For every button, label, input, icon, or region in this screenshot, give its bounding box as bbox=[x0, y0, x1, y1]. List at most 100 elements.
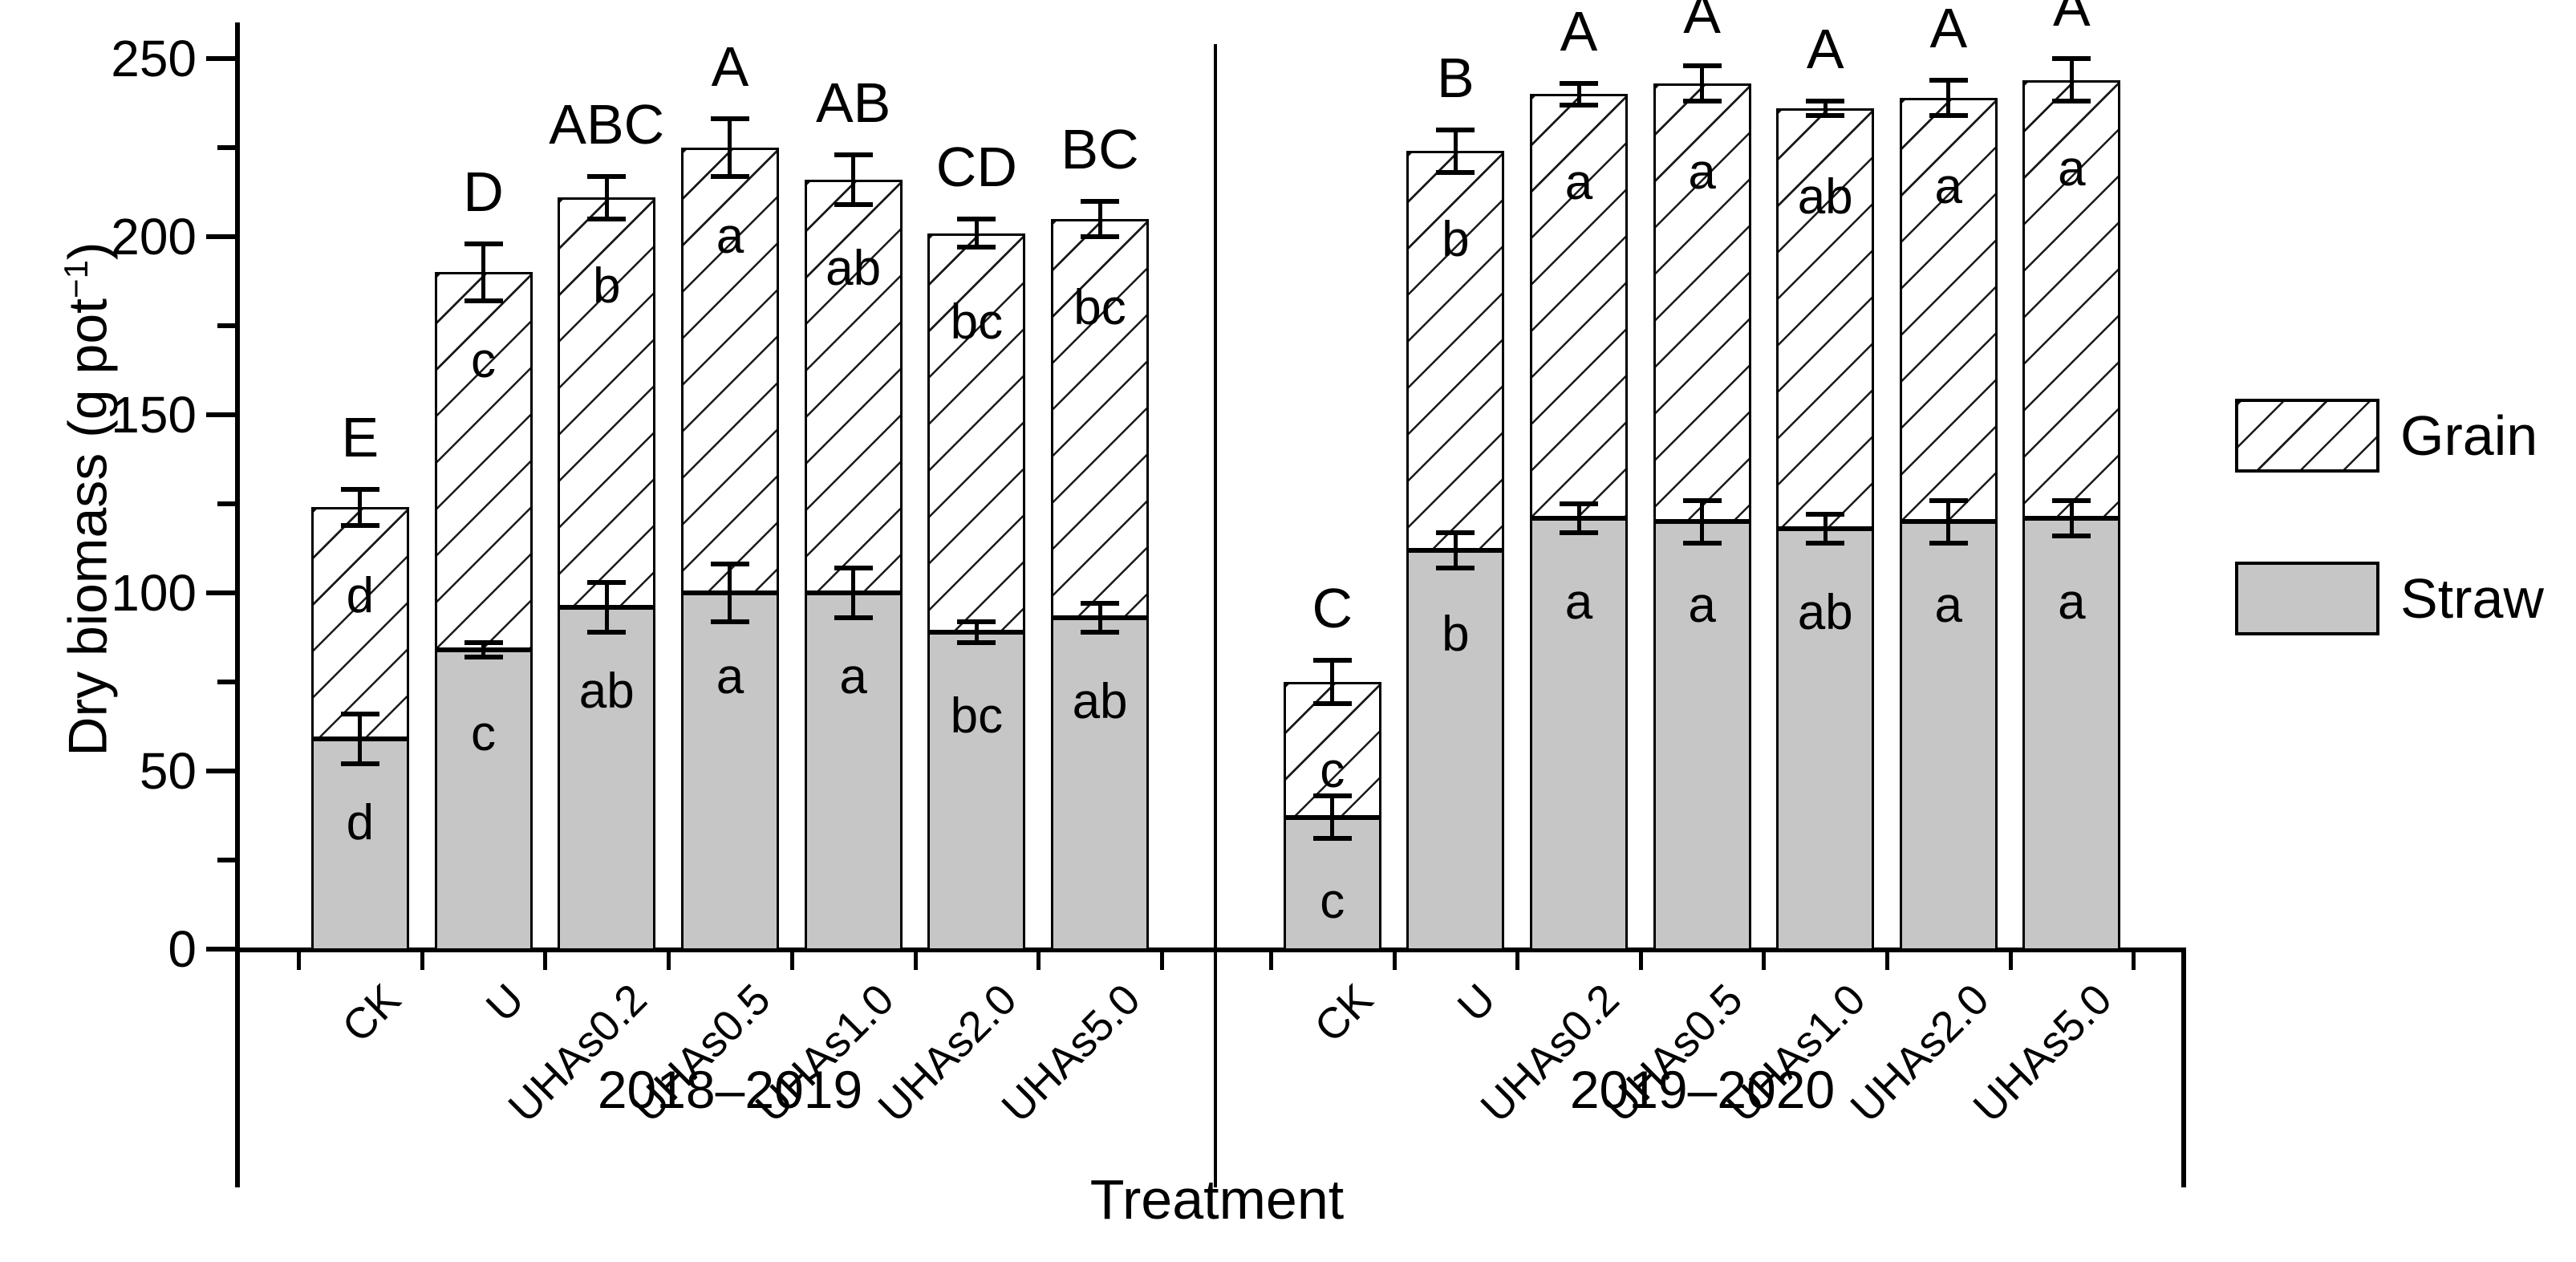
straw-error-bar-UHAs0.5-cap-top bbox=[710, 562, 749, 567]
straw-segment-UHAs5.0 bbox=[1051, 618, 1150, 951]
total-error-bar-UHAs0.5-line bbox=[1700, 65, 1705, 102]
grain-segment-UHAs5.0 bbox=[1051, 218, 1150, 619]
straw-error-bar-UHAs5.0-cap-top bbox=[1081, 601, 1120, 607]
y-major-tick bbox=[206, 56, 235, 61]
total-significance-letter-UHAs0.5: A bbox=[1683, 0, 1721, 45]
total-error-bar-UHAs0.2-cap-top bbox=[587, 173, 627, 179]
straw-error-bar-UHAs0.5-line bbox=[728, 564, 732, 622]
y-major-tick bbox=[206, 769, 235, 773]
total-error-bar-CK-line bbox=[1330, 660, 1335, 704]
grain-significance-letter-CK: c bbox=[1320, 743, 1345, 798]
straw-error-bar-UHAs2.0-cap-top bbox=[957, 619, 996, 624]
straw-segment-UHAs1.0 bbox=[1776, 529, 1875, 951]
total-error-bar-UHAs0.2-cap-bottom bbox=[587, 216, 627, 221]
straw-error-bar-UHAs1.0-cap-top bbox=[834, 565, 873, 570]
y-minor-tick bbox=[217, 501, 235, 506]
grain-significance-letter-UHAs5.0: bc bbox=[1073, 279, 1126, 335]
x-boundary-tick bbox=[1515, 949, 1520, 970]
total-significance-letter-U: D bbox=[463, 160, 504, 223]
grain-significance-letter-UHAs1.0: ab bbox=[826, 240, 882, 296]
total-error-bar-UHAs5.0-cap-bottom bbox=[2052, 99, 2091, 104]
total-error-bar-UHAs1.0-cap-bottom bbox=[834, 202, 873, 208]
y-axis-title-superscript: −1 bbox=[57, 260, 95, 298]
grain-significance-letter-U: c bbox=[471, 333, 497, 389]
straw-error-bar-CK-line bbox=[1330, 796, 1335, 839]
y-axis-line bbox=[235, 22, 240, 1187]
total-error-bar-U-cap-bottom bbox=[464, 298, 503, 303]
total-error-bar-UHAs0.2-cap-bottom bbox=[1560, 102, 1598, 108]
total-error-bar-UHAs2.0-cap-top bbox=[1929, 77, 1968, 83]
grain-significance-letter-UHAs0.2: b bbox=[593, 258, 621, 314]
total-significance-letter-UHAs0.2: ABC bbox=[549, 92, 665, 156]
straw-segment-UHAs2.0 bbox=[927, 631, 1026, 951]
straw-significance-letter-U: b bbox=[1442, 606, 1470, 662]
straw-error-bar-CK-cap-bottom bbox=[1312, 836, 1352, 842]
total-error-bar-UHAs1.0-cap-top bbox=[1806, 99, 1845, 104]
total-error-bar-UHAs1.0-line bbox=[1823, 101, 1828, 116]
grain-significance-letter-U: b bbox=[1442, 212, 1470, 268]
grain-segment-UHAs2.0 bbox=[1899, 97, 1998, 522]
total-significance-letter-UHAs0.2: A bbox=[1560, 0, 1598, 63]
total-error-bar-UHAs0.5-cap-top bbox=[710, 116, 749, 122]
straw-segment-U bbox=[1406, 550, 1505, 951]
grain-segment-UHAs0.5 bbox=[1653, 83, 1751, 522]
total-error-bar-UHAs5.0-line bbox=[1097, 201, 1102, 237]
total-error-bar-UHAs5.0-cap-top bbox=[1081, 198, 1120, 204]
straw-significance-letter-CK: d bbox=[346, 795, 375, 851]
straw-error-bar-UHAs0.2-cap-bottom bbox=[1560, 530, 1598, 535]
grain-significance-letter-UHAs0.5: a bbox=[1688, 144, 1716, 201]
straw-error-bar-CK-line bbox=[358, 713, 363, 765]
straw-significance-letter-UHAs2.0: a bbox=[1934, 578, 1963, 634]
straw-segment-CK bbox=[310, 739, 409, 951]
legend-grain-label: Grain bbox=[2400, 404, 2538, 467]
total-significance-letter-UHAs0.5: A bbox=[711, 35, 749, 99]
y-major-tick bbox=[206, 590, 235, 595]
total-error-bar-UHAs1.0-cap-bottom bbox=[1806, 113, 1845, 119]
x-boundary-tick bbox=[1762, 949, 1767, 970]
total-error-bar-UHAs1.0-line bbox=[851, 154, 856, 205]
x-boundary-tick bbox=[2132, 949, 2136, 970]
straw-error-bar-CK-cap-top bbox=[1312, 793, 1352, 799]
total-error-bar-UHAs2.0-cap-top bbox=[957, 216, 996, 221]
straw-significance-letter-UHAs5.0: ab bbox=[1072, 674, 1128, 730]
total-error-bar-UHAs5.0-cap-bottom bbox=[1081, 234, 1120, 239]
total-error-bar-UHAs0.5-cap-bottom bbox=[710, 173, 749, 179]
straw-error-bar-UHAs5.0-cap-bottom bbox=[1081, 629, 1120, 635]
straw-error-bar-UHAs1.0-cap-top bbox=[1806, 512, 1845, 517]
total-error-bar-U-cap-top bbox=[464, 241, 503, 246]
straw-error-bar-UHAs2.0-cap-bottom bbox=[1929, 540, 1968, 546]
grain-segment-UHAs1.0 bbox=[1776, 108, 1875, 530]
straw-significance-letter-CK: c bbox=[1320, 873, 1345, 929]
straw-error-bar-UHAs1.0-cap-bottom bbox=[1806, 540, 1845, 546]
grain-segment-U bbox=[434, 272, 533, 651]
total-significance-letter-UHAs5.0: BC bbox=[1061, 117, 1139, 181]
total-significance-letter-UHAs5.0: A bbox=[2053, 0, 2091, 38]
x-boundary-tick bbox=[1392, 949, 1397, 970]
total-significance-letter-U: B bbox=[1437, 46, 1475, 109]
total-error-bar-UHAs1.0-cap-top bbox=[834, 152, 873, 157]
x-boundary-tick bbox=[420, 949, 424, 970]
straw-segment-UHAs5.0 bbox=[2022, 517, 2121, 951]
total-error-bar-CK-cap-bottom bbox=[340, 522, 379, 528]
y-minor-tick bbox=[217, 323, 235, 328]
total-error-bar-CK-cap-top bbox=[1312, 658, 1352, 663]
season-label-2019-2020: 2019–2020 bbox=[1569, 1060, 1836, 1119]
straw-significance-letter-UHAs0.2: a bbox=[1564, 574, 1593, 630]
total-error-bar-U-cap-bottom bbox=[1436, 170, 1475, 176]
grain-significance-letter-UHAs2.0: a bbox=[1934, 158, 1963, 214]
straw-error-bar-UHAs1.0-cap-bottom bbox=[834, 615, 873, 621]
y-tick-label: 150 bbox=[111, 386, 197, 444]
straw-error-bar-U-cap-bottom bbox=[464, 654, 503, 659]
straw-error-bar-UHAs2.0-line bbox=[974, 621, 979, 643]
straw-segment-UHAs0.2 bbox=[1530, 517, 1628, 951]
y-major-tick bbox=[206, 234, 235, 239]
straw-segment-UHAs0.5 bbox=[680, 593, 779, 951]
straw-significance-letter-UHAs0.2: ab bbox=[578, 663, 635, 719]
legend-straw-swatch-gray bbox=[2235, 562, 2379, 635]
x-boundary-tick bbox=[1269, 949, 1273, 970]
total-error-bar-UHAs0.5-line bbox=[728, 119, 732, 177]
straw-error-bar-UHAs0.2-cap-bottom bbox=[587, 629, 627, 635]
total-significance-letter-UHAs2.0: A bbox=[1929, 0, 1968, 59]
legend-grain-swatch-hatched bbox=[2235, 399, 2379, 473]
straw-error-bar-U-line bbox=[481, 643, 486, 657]
